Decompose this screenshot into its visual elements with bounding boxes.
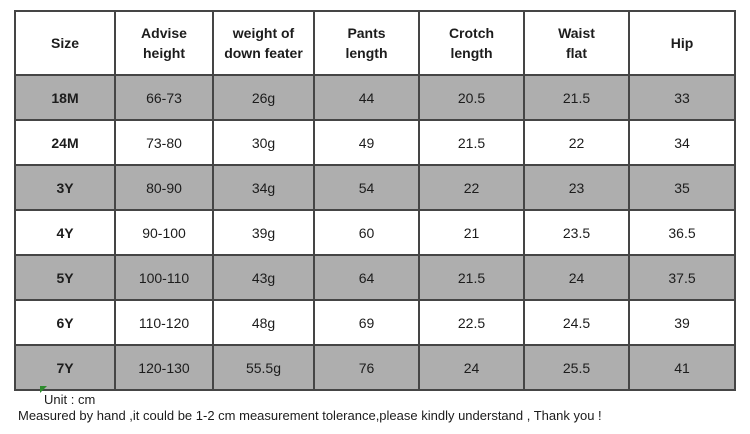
value-cell: 22 <box>418 164 525 211</box>
column-header: Waist flat <box>523 10 630 76</box>
size-cell: 18M <box>14 74 116 121</box>
table-row: 7Y 120-130 55.5g 76 24 25.5 41 <box>14 344 736 391</box>
column-header: Pants length <box>313 10 420 76</box>
value-cell: 48g <box>212 299 315 346</box>
value-cell: 80-90 <box>114 164 214 211</box>
value-cell: 37.5 <box>628 254 736 301</box>
value-cell: 30g <box>212 119 315 166</box>
value-cell: 39 <box>628 299 736 346</box>
value-cell: 34g <box>212 164 315 211</box>
column-header: Hip <box>628 10 736 76</box>
table-row: 3Y 80-90 34g 54 22 23 35 <box>14 164 736 211</box>
value-cell: 21.5 <box>418 254 525 301</box>
value-cell: 20.5 <box>418 74 525 121</box>
value-cell: 64 <box>313 254 420 301</box>
value-cell: 23 <box>523 164 630 211</box>
value-cell: 110-120 <box>114 299 214 346</box>
value-cell: 24 <box>418 344 525 391</box>
size-cell: 3Y <box>14 164 116 211</box>
table-row: 5Y 100-110 43g 64 21.5 24 37.5 <box>14 254 736 301</box>
size-cell: 24M <box>14 119 116 166</box>
value-cell: 33 <box>628 74 736 121</box>
value-cell: 24.5 <box>523 299 630 346</box>
size-cell: 7Y <box>14 344 116 391</box>
value-cell: 54 <box>313 164 420 211</box>
size-cell: 4Y <box>14 209 116 256</box>
value-cell: 43g <box>212 254 315 301</box>
size-chart: Size Advise height weight of down feater Pant… <box>14 10 736 391</box>
value-cell: 60 <box>313 209 420 256</box>
table-row: 4Y 90-100 39g 60 21 23.5 36.5 <box>14 209 736 256</box>
value-cell: 66-73 <box>114 74 214 121</box>
value-cell: 23.5 <box>523 209 630 256</box>
table-row: 18M 66-73 26g 44 20.5 21.5 33 <box>14 74 736 121</box>
value-cell: 21.5 <box>418 119 525 166</box>
size-cell: 5Y <box>14 254 116 301</box>
column-header: Advise height <box>114 10 214 76</box>
value-cell: 55.5g <box>212 344 315 391</box>
value-cell: 49 <box>313 119 420 166</box>
column-header: Size <box>14 10 116 76</box>
value-cell: 69 <box>313 299 420 346</box>
value-cell: 35 <box>628 164 736 211</box>
value-cell: 22.5 <box>418 299 525 346</box>
value-cell: 24 <box>523 254 630 301</box>
value-cell: 76 <box>313 344 420 391</box>
table-row: 6Y 110-120 48g 69 22.5 24.5 39 <box>14 299 736 346</box>
comment-marker-icon <box>40 386 47 393</box>
value-cell: 100-110 <box>114 254 214 301</box>
value-cell: 21.5 <box>523 74 630 121</box>
column-header: weight of down feater <box>212 10 315 76</box>
value-cell: 120-130 <box>114 344 214 391</box>
value-cell: 26g <box>212 74 315 121</box>
value-cell: 22 <box>523 119 630 166</box>
header-row: Size Advise height weight of down feater Pant… <box>14 10 736 76</box>
column-header: Crotch length <box>418 10 525 76</box>
table-body: 18M 66-73 26g 44 20.5 21.5 33 24M 73-80 30g 49 21.5… <box>14 74 736 391</box>
value-cell: 36.5 <box>628 209 736 256</box>
value-cell: 41 <box>628 344 736 391</box>
value-cell: 73-80 <box>114 119 214 166</box>
value-cell: 34 <box>628 119 736 166</box>
value-cell: 39g <box>212 209 315 256</box>
size-cell: 6Y <box>14 299 116 346</box>
tolerance-note: Measured by hand ,it could be 1-2 cm mea… <box>18 408 602 423</box>
value-cell: 90-100 <box>114 209 214 256</box>
size-chart-table: Size Advise height weight of down feater Pant… <box>14 10 736 391</box>
value-cell: 21 <box>418 209 525 256</box>
unit-note: Unit : cm <box>44 392 96 407</box>
value-cell: 25.5 <box>523 344 630 391</box>
value-cell: 44 <box>313 74 420 121</box>
table-row: 24M 73-80 30g 49 21.5 22 34 <box>14 119 736 166</box>
